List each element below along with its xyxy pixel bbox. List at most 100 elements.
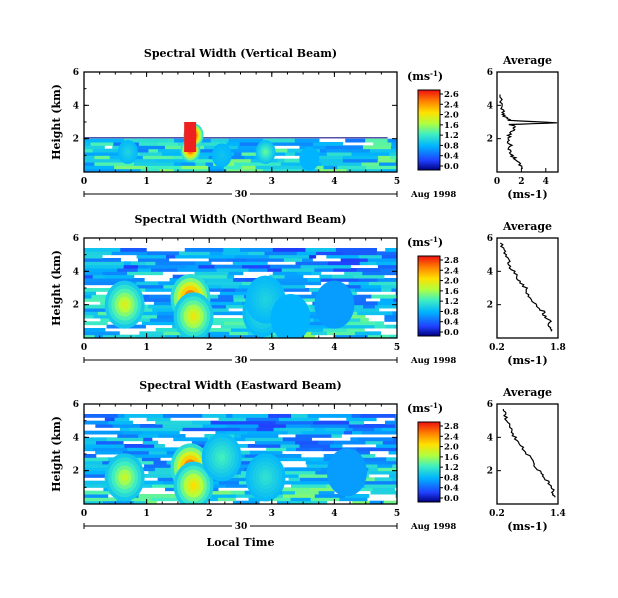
heatmap-cell: [163, 480, 183, 485]
heatmap-cell: [353, 274, 385, 279]
heatmap-cell: [179, 424, 204, 428]
heatmap-cell: [295, 440, 319, 445]
heatmap-cell: [155, 261, 196, 266]
heatmap-cell: [394, 324, 397, 329]
heatmap-cell: [84, 274, 94, 279]
heatmap-cell: [326, 331, 356, 336]
heatmap-cell: [130, 261, 147, 266]
colorbar-label: 2.0: [444, 111, 459, 121]
heatmap-cell: [337, 165, 367, 170]
heatmap-cell: [273, 487, 311, 492]
heatmap-cell: [210, 138, 230, 143]
heatmap-cell: [90, 142, 114, 146]
heatmap-cell: [234, 152, 243, 156]
heatmap-cell: [84, 254, 103, 259]
average-y-tick-label: 2: [487, 467, 493, 477]
heatmap-blob-3: [262, 473, 269, 482]
heatmap-cell: [84, 304, 118, 309]
heatmap-cell: [84, 430, 124, 435]
heatmap-cell: [247, 444, 281, 448]
heatmap-cell: [326, 148, 348, 153]
heatmap-cell: [84, 311, 99, 316]
heatmap-cell: [381, 254, 397, 259]
heatmap-cell: [365, 440, 384, 445]
colorbar-label: 2.6: [444, 90, 459, 100]
heatmap-cell: [300, 264, 318, 269]
heatmap-cell: [365, 138, 389, 143]
average-profile-line: [502, 408, 556, 498]
heatmap-cell: [239, 334, 265, 338]
heatmap-cell: [234, 434, 242, 438]
average-frame: [496, 403, 559, 505]
heatmap-cell: [318, 490, 335, 495]
heatmap-cell: [165, 334, 179, 338]
heatmap-cell: [268, 414, 292, 418]
heatmap-cell: [319, 148, 327, 153]
heatmap-cell: [382, 168, 397, 172]
average-x-tick-label: 0.2: [489, 509, 505, 519]
heatmap-cell: [140, 152, 163, 156]
heatmap-cell: [84, 264, 125, 269]
heatmap-cell: [335, 248, 378, 252]
heatmap-cell: [223, 248, 241, 252]
heatmap-cell: [369, 470, 397, 475]
heatmap-cell: [172, 274, 190, 279]
heatmap-cell: [236, 420, 277, 425]
heatmap-cell: [388, 450, 397, 455]
heatmap-cell: [390, 145, 397, 150]
heatmap-cell: [305, 248, 337, 252]
heatmap-cell: [275, 420, 314, 425]
heatmap-cell: [351, 414, 361, 418]
heatmap-cell: [84, 314, 95, 319]
heatmap-cell: [148, 148, 159, 153]
heatmap-cell: [395, 291, 397, 296]
heatmap-blob-0: [121, 473, 129, 482]
date-axis-label: Aug 1998: [410, 522, 456, 532]
heatmap-cell: [197, 284, 223, 289]
heatmap-cell: [84, 464, 112, 468]
heatmap-cell: [188, 148, 224, 153]
heatmap-cell: [224, 321, 265, 326]
heatmap-cell: [377, 301, 397, 306]
heatmap-cell: [129, 284, 164, 289]
heatmap-cell: [266, 284, 306, 289]
heatmap-cell: [92, 274, 106, 279]
heatmap-cell: [333, 440, 366, 445]
heatmap-cell: [367, 261, 377, 266]
heatmap-cell: [223, 165, 243, 170]
heatmap-cell: [269, 254, 285, 259]
heatmap-cell: [205, 298, 234, 302]
heatmap-cell: [343, 430, 353, 435]
heatmap-cell: [154, 444, 165, 448]
heatmap-cell: [262, 138, 296, 143]
heatmap-cell: [350, 308, 380, 312]
x-tick-label: 0: [81, 177, 87, 187]
average-y-tick-label: 6: [487, 400, 493, 410]
heatmap-cell: [363, 480, 397, 485]
heatmap-cell: [84, 138, 125, 143]
heatmap-cell: [255, 165, 274, 170]
heatmap-cell: [380, 268, 397, 272]
heatmap-cell: [195, 288, 224, 292]
heatmap-cell: [296, 447, 311, 452]
heatmap-cell: [266, 447, 287, 452]
heatmap-blob-5: [331, 300, 338, 309]
heatmap-cell: [385, 324, 395, 329]
heatmap-cell: [264, 162, 282, 166]
heatmap-cell: [156, 314, 176, 319]
panel-0: Spectral Width (Vertical Beam)0 1 2 3 4 5246H…: [50, 47, 559, 201]
heatmap-cell: [387, 460, 397, 465]
heatmap-cell: [287, 430, 303, 435]
heatmap-cell: [328, 261, 361, 266]
heatmap-cell: [389, 152, 397, 156]
heatmap-cell: [84, 321, 108, 326]
heatmap-cell: [391, 288, 397, 292]
heatmap-cell: [144, 464, 185, 468]
heatmap-cell: [264, 251, 298, 256]
y-tick-label: 6: [73, 400, 79, 410]
heatmap-cell: [291, 298, 333, 302]
heatmap-cell: [281, 268, 315, 272]
average-y-tick-label: 6: [487, 234, 493, 244]
heatmap-cell: [310, 447, 324, 452]
heatmap-cell: [273, 427, 281, 432]
